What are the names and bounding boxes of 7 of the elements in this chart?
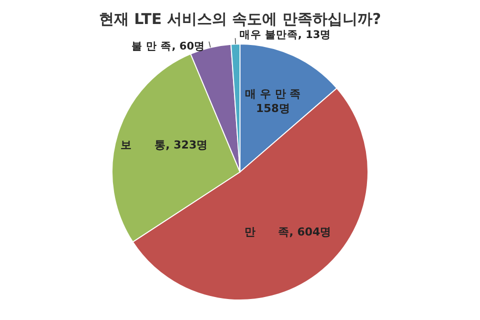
data-label: 158명	[256, 102, 290, 115]
slice-label: 매우 불만족, 13명	[239, 29, 332, 42]
slice-label: 만 족, 604명	[244, 225, 332, 238]
chart-title: 현재 LTE 서비스의 속도에 만족하십니까?	[98, 10, 382, 28]
slice-label: 불 만 족, 60명	[131, 40, 206, 53]
slice-label: 보 통, 323명	[120, 138, 208, 152]
slice-label: 매 우 만 족	[245, 88, 301, 101]
